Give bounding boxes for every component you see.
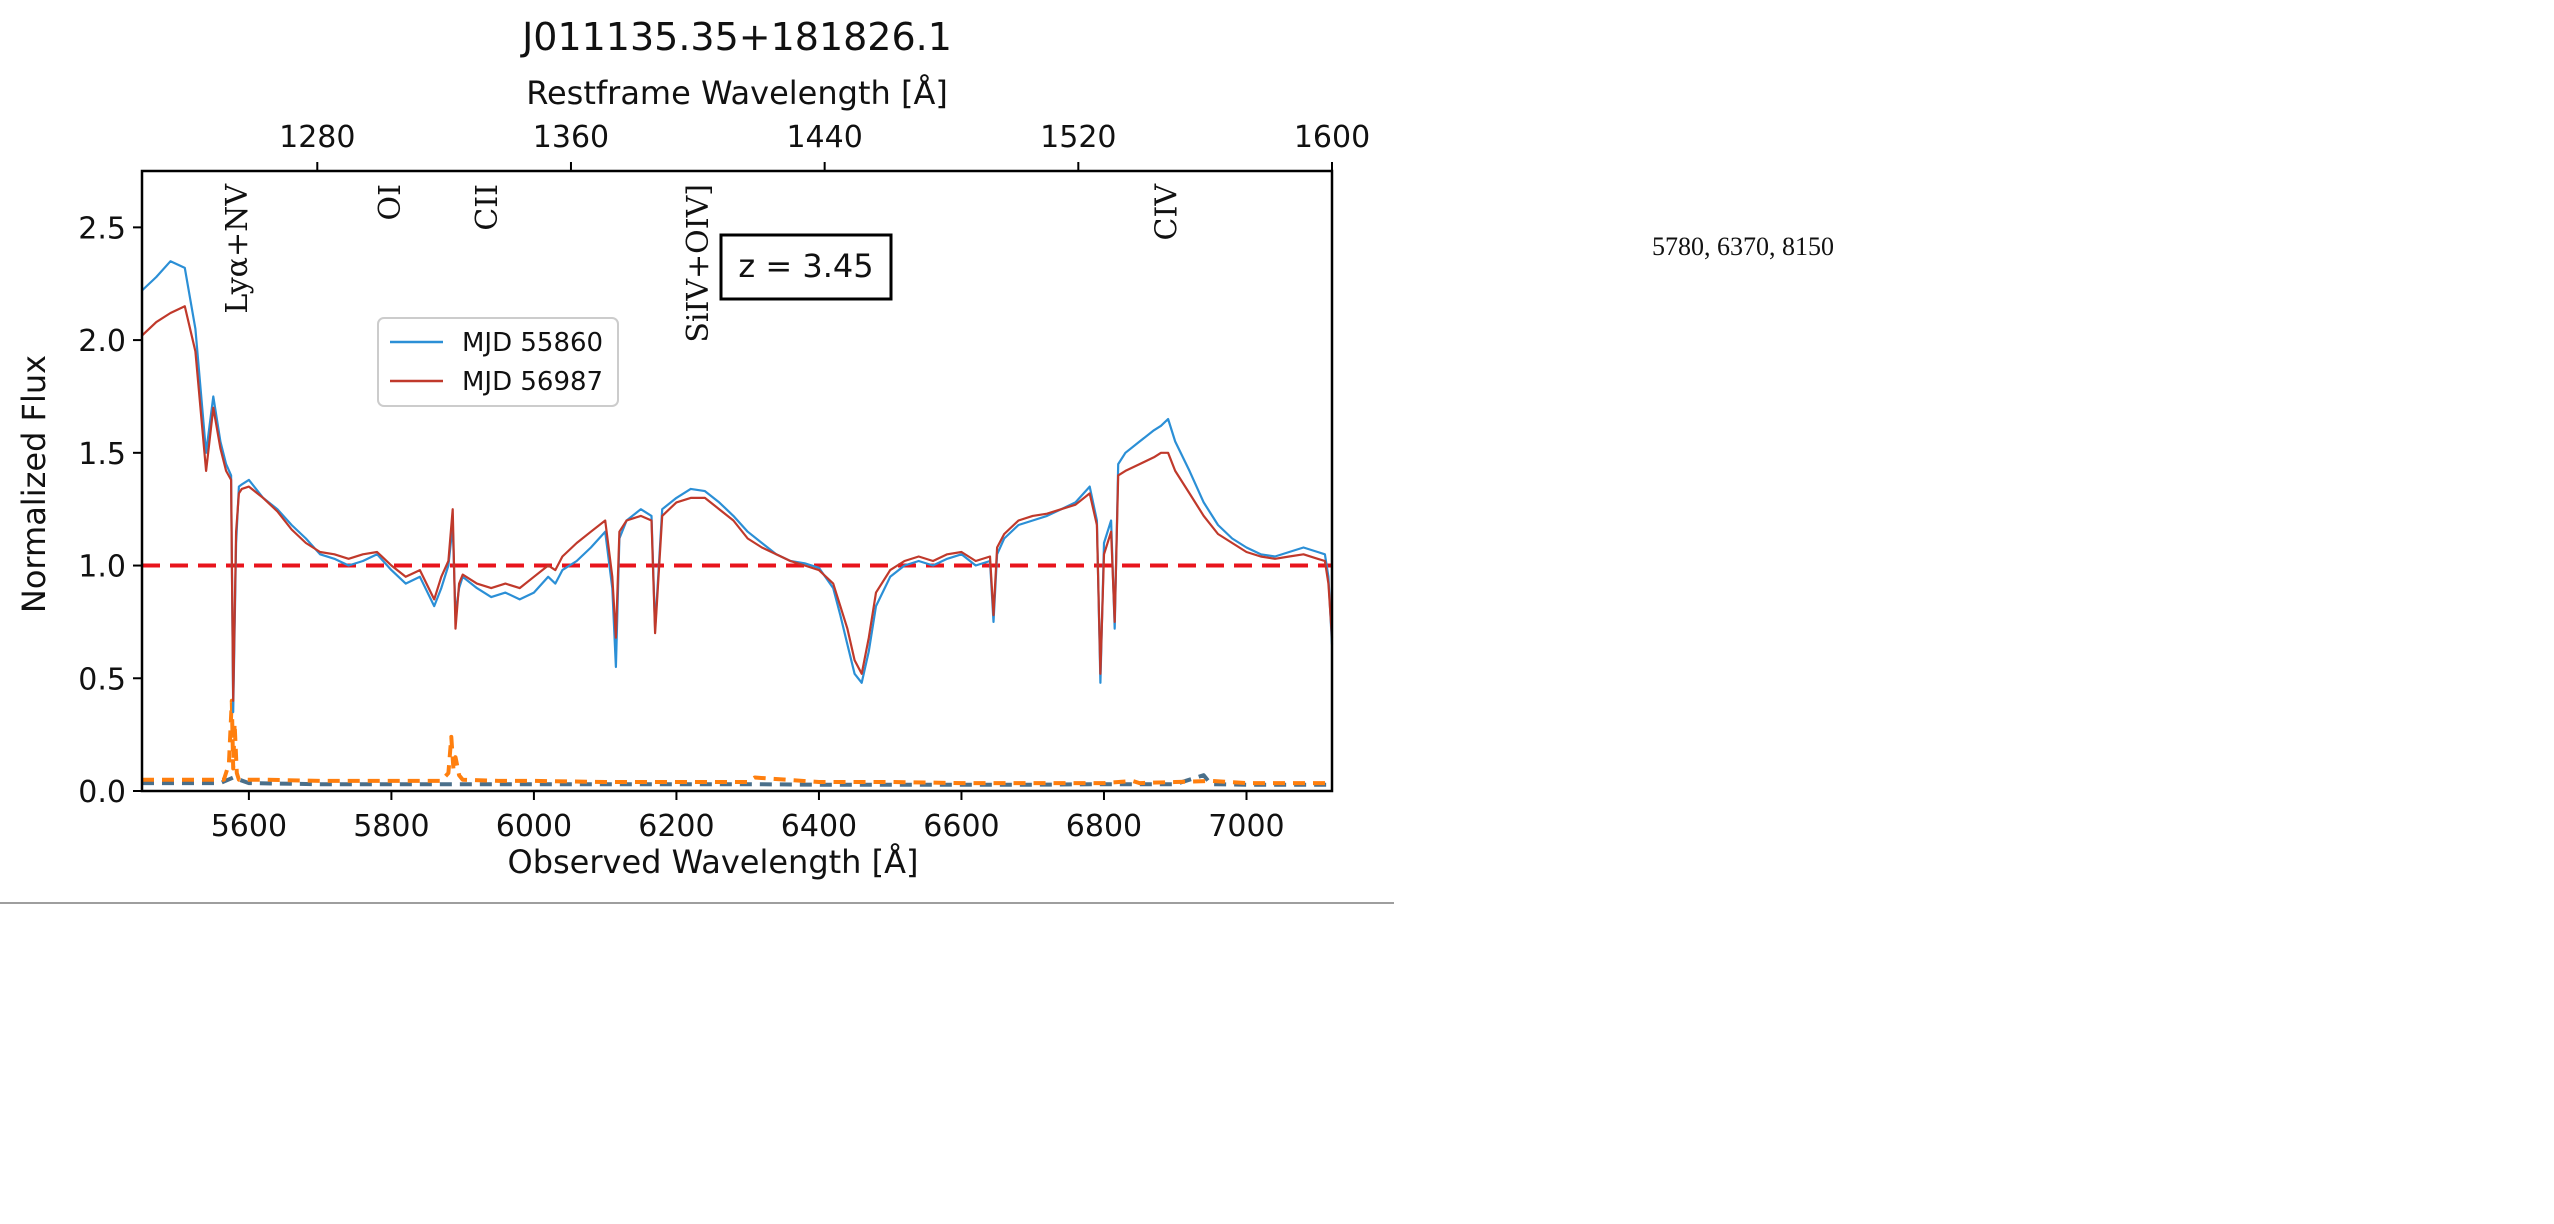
x-tick-label: 5600 bbox=[211, 809, 287, 844]
series-line-1 bbox=[141, 305, 1334, 702]
legend: MJD 55860 MJD 56987 bbox=[377, 317, 619, 407]
chart-title: J011135.35+181826.1 bbox=[520, 15, 952, 59]
top-x-tick-label: 1520 bbox=[1040, 120, 1116, 155]
line-label: Lyα+NV bbox=[220, 183, 255, 314]
legend-label-1: MJD 55860 bbox=[462, 328, 603, 358]
legend-label-2: MJD 56987 bbox=[462, 367, 603, 397]
y-tick-label: 2.5 bbox=[78, 211, 126, 246]
y-tick-label: 0.0 bbox=[78, 775, 126, 810]
plot-area bbox=[141, 260, 1334, 787]
x-tick-label: 6800 bbox=[1066, 809, 1142, 844]
y-axis-label: Normalized Flux bbox=[15, 355, 53, 613]
y-tick-label: 0.5 bbox=[78, 662, 126, 697]
line-label: OI bbox=[373, 184, 408, 220]
line-label: CIV bbox=[1150, 183, 1185, 241]
redshift-box: z = 3.45 bbox=[719, 233, 893, 301]
series-line-0 bbox=[141, 260, 1334, 714]
top-x-tick-label: 1440 bbox=[786, 120, 862, 155]
top-x-tick-label: 1280 bbox=[279, 120, 355, 155]
series-line-2 bbox=[142, 698, 1332, 786]
top-axis-label: Restframe Wavelength [Å] bbox=[526, 74, 948, 112]
axis-ticks: 5600 5800 6000 6200 6400 6600 6800 7000 0.0 0.5 1.… bbox=[78, 120, 1370, 844]
top-x-tick-label: 1360 bbox=[533, 120, 609, 155]
x-tick-label: 5800 bbox=[353, 809, 429, 844]
x-tick-label: 7000 bbox=[1208, 809, 1284, 844]
line-label: SiIV+OIV] bbox=[681, 184, 716, 343]
x-tick-label: 6400 bbox=[781, 809, 857, 844]
y-tick-label: 1.5 bbox=[78, 437, 126, 472]
side-note-text: 5780, 6370, 8150 bbox=[1652, 232, 1834, 261]
legend-box bbox=[377, 317, 619, 407]
axes-frame bbox=[140, 169, 1334, 793]
y-tick-label: 2.0 bbox=[78, 324, 126, 359]
series-line-3 bbox=[142, 773, 1332, 787]
y-tick-label: 1.0 bbox=[78, 550, 126, 585]
top-x-tick-label: 1600 bbox=[1294, 120, 1370, 155]
x-axis-label: Observed Wavelength [Å] bbox=[508, 843, 919, 881]
x-tick-label: 6000 bbox=[496, 809, 572, 844]
line-labels: Lyα+NV OI CII SiIV+OIV] CIV bbox=[220, 183, 1185, 343]
x-tick-label: 6600 bbox=[923, 809, 999, 844]
line-label: CII bbox=[470, 184, 505, 231]
redshift-label: z = 3.45 bbox=[738, 247, 873, 285]
x-tick-label: 6200 bbox=[638, 809, 714, 844]
